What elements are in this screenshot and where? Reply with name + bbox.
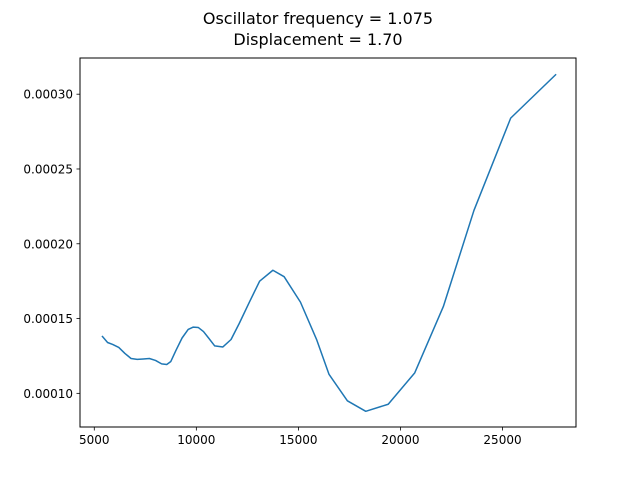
chart-title-line-2: Displacement = 1.70 — [233, 30, 402, 49]
series-line-0 — [101, 73, 557, 413]
x-tick-label: 25000 — [483, 433, 521, 447]
x-tick-label: 15000 — [279, 433, 317, 447]
y-tick-label: 0.00025 — [23, 162, 73, 176]
y-axis: 0.00010 0.00015 0.00020 0.00025 0.00030 — [23, 88, 80, 401]
x-tick-label: 20000 — [381, 433, 419, 447]
y-tick-label: 0.00020 — [23, 237, 73, 251]
y-tick-label: 0.00030 — [23, 88, 73, 102]
x-tick-label: 10000 — [177, 433, 215, 447]
plot-frame — [79, 57, 577, 428]
x-axis: 5000 10000 15000 20000 25000 — [79, 427, 522, 447]
chart-title-line-1: Oscillator frequency = 1.075 — [203, 9, 433, 28]
y-tick-label: 0.00010 — [23, 387, 73, 401]
x-tick-label: 5000 — [79, 433, 110, 447]
series-layer — [101, 73, 557, 413]
y-tick-label: 0.00015 — [23, 312, 73, 326]
